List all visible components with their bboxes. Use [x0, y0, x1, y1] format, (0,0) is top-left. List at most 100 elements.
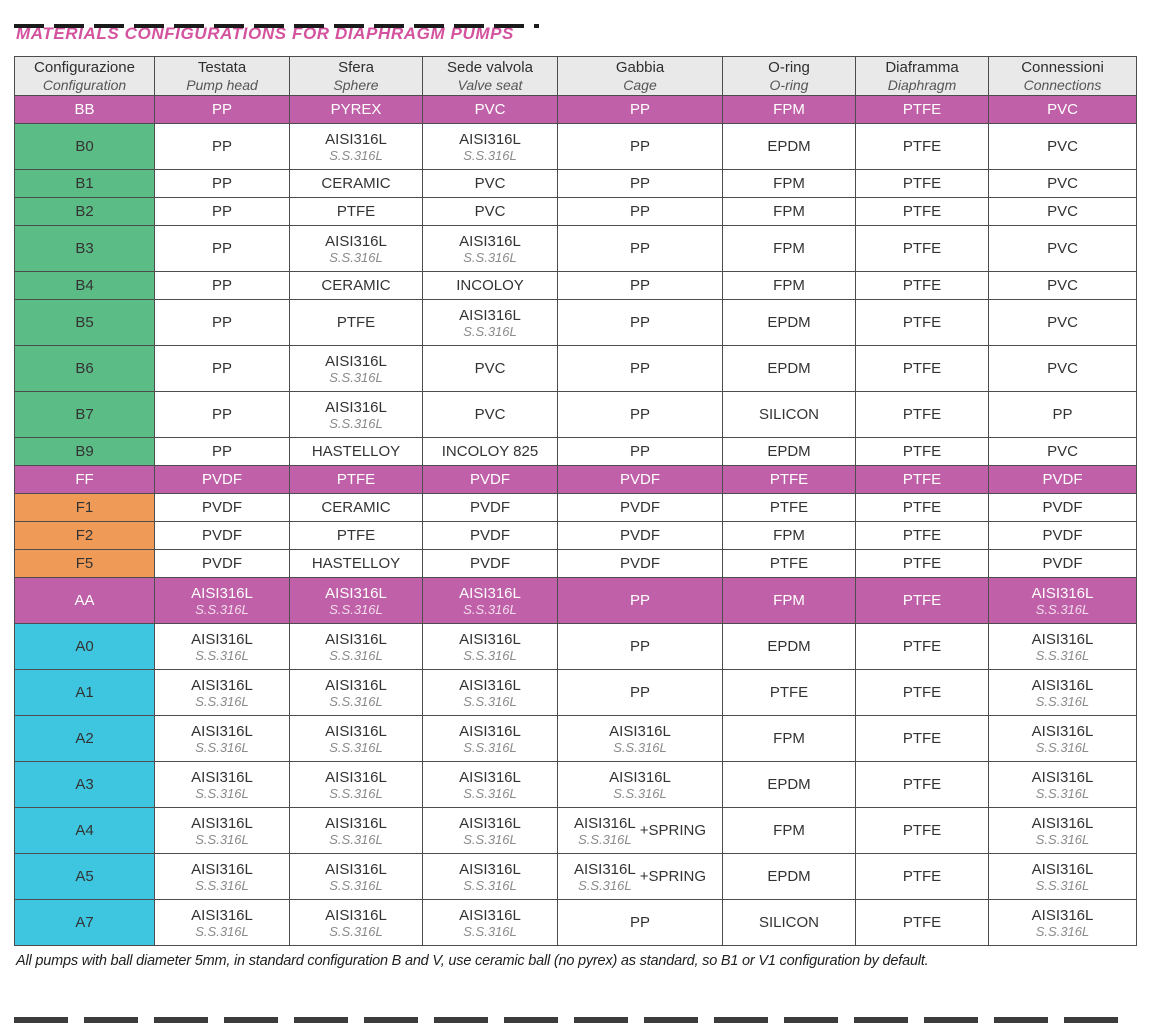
- table-cell: PP: [154, 391, 290, 439]
- header-row: Configurazione Configuration Testata Pump h…: [14, 55, 1137, 97]
- column-header: Testata Pump head: [154, 55, 290, 97]
- table-cell: SILICON: [722, 391, 856, 439]
- table-cell: PP: [557, 197, 723, 227]
- table-cell: PTFE: [855, 899, 989, 947]
- table-cell: PVC: [988, 345, 1137, 393]
- table-cell: EPDM: [722, 761, 856, 809]
- table-cell: AISI316L S.S.316L: [422, 807, 558, 855]
- table-row: B6 PP AISI316L S.S.316L PVC PP EPDM PTFE PVC: [14, 345, 1137, 393]
- table-cell: AISI316L S.S.316L: [289, 577, 423, 625]
- table-cell: PVDF: [557, 465, 723, 495]
- table-cell: PTFE: [855, 225, 989, 273]
- table-cell: PVC: [422, 95, 558, 125]
- table-cell: PTFE: [289, 299, 423, 347]
- table-cell: PTFE: [855, 549, 989, 579]
- column-header-it: Testata: [197, 59, 247, 76]
- table-cell: AISI316L S.S.316L: [289, 715, 423, 763]
- table-cell: PTFE: [855, 95, 989, 125]
- table-cell: AISI316L S.S.316L: [422, 577, 558, 625]
- column-header-it: Connessioni: [1021, 59, 1104, 76]
- table-cell: PTFE: [855, 623, 989, 671]
- table-cell: PTFE: [855, 669, 989, 717]
- table-cell: PTFE: [855, 521, 989, 551]
- config-code-cell: B2: [14, 197, 155, 227]
- table-cell: FPM: [722, 521, 856, 551]
- table-cell: AISI316L S.S.316L: [988, 899, 1137, 947]
- table-cell: PVDF: [557, 521, 723, 551]
- table-cell: PVDF: [422, 549, 558, 579]
- table-row: A1 AISI316L S.S.316L AISI316L S.S.316L AISI31…: [14, 669, 1137, 717]
- table-cell: PVC: [988, 197, 1137, 227]
- table-cell: EPDM: [722, 623, 856, 671]
- table-cell: AISI316L S.S.316L: [154, 807, 290, 855]
- table-cell: FPM: [722, 197, 856, 227]
- table-cell: AISI316L S.S.316L: [988, 623, 1137, 671]
- table-cell: FPM: [722, 169, 856, 199]
- table-cell: EPDM: [722, 437, 856, 467]
- config-code-cell: F1: [14, 493, 155, 523]
- table-cell: PVDF: [154, 493, 290, 523]
- config-code-cell: BB: [14, 95, 155, 125]
- table-cell: AISI316L S.S.316L: [557, 715, 723, 763]
- table-cell: PVC: [988, 225, 1137, 273]
- table-cell: INCOLOY: [422, 271, 558, 301]
- table-cell: PVC: [422, 345, 558, 393]
- table-cell: AISI316L S.S.316L: [154, 623, 290, 671]
- column-header-it: Sfera: [338, 59, 374, 76]
- table-row: A3 AISI316L S.S.316L AISI316L S.S.316L AISI31…: [14, 761, 1137, 809]
- table-cell: PYREX: [289, 95, 423, 125]
- table-cell: AISI316L S.S.316L: [422, 225, 558, 273]
- table-cell: PVDF: [988, 465, 1137, 495]
- column-header-en: Cage: [623, 76, 657, 93]
- table-cell: PVC: [422, 169, 558, 199]
- config-code-cell: A0: [14, 623, 155, 671]
- table-cell: AISI316L S.S.316L: [988, 853, 1137, 901]
- table-cell: PP: [154, 197, 290, 227]
- table-cell: CERAMIC: [289, 271, 423, 301]
- table-cell: PVC: [988, 95, 1137, 125]
- table-cell: AISI316L S.S.316L: [154, 669, 290, 717]
- table-cell: PP: [557, 95, 723, 125]
- column-header-it: Configurazione: [34, 59, 135, 76]
- table-cell: EPDM: [722, 345, 856, 393]
- table-cell: PVDF: [422, 465, 558, 495]
- table-cell: AISI316L S.S.316L: [988, 761, 1137, 809]
- table-cell: AISI316L S.S.316L: [289, 853, 423, 901]
- table-row: B0 PP AISI316L S.S.316L AISI316L S.S.316L PP EP…: [14, 123, 1137, 171]
- table-row: F1 PVDF CERAMIC PVDF PVDF PTFE PTFE PVDF: [14, 493, 1137, 523]
- table-cell: PTFE: [855, 271, 989, 301]
- column-header-it: Sede valvola: [447, 59, 533, 76]
- table-cell: AISI316L S.S.316L: [988, 577, 1137, 625]
- table-cell: PTFE: [289, 465, 423, 495]
- table-cell: PTFE: [722, 549, 856, 579]
- table-cell: PP: [557, 391, 723, 439]
- table-cell: AISI316L S.S.316L: [289, 391, 423, 439]
- table-cell: PP: [557, 169, 723, 199]
- table-cell: AISI316L S.S.316L: [289, 623, 423, 671]
- table-cell: PTFE: [722, 493, 856, 523]
- column-header: Sede valvola Valve seat: [422, 55, 558, 97]
- table-cell: FPM: [722, 225, 856, 273]
- table-cell: AISI316L S.S.316L: [154, 715, 290, 763]
- table-cell: PVDF: [422, 493, 558, 523]
- table-row: B2 PP PTFE PVC PP FPM PTFE PVC: [14, 197, 1137, 227]
- footnote: All pumps with ball diameter 5mm, in sta…: [16, 953, 929, 970]
- table-cell: AISI316L S.S.316L: [422, 853, 558, 901]
- config-code-cell: A1: [14, 669, 155, 717]
- table-cell: PP: [557, 899, 723, 947]
- table-cell: PP: [988, 391, 1137, 439]
- table-cell: AISI316L S.S.316L: [557, 761, 723, 809]
- table-cell: AISI316L S.S.316L: [154, 761, 290, 809]
- table-cell: PTFE: [855, 715, 989, 763]
- table-row: AA AISI316L S.S.316L AISI316L S.S.316L AISI31…: [14, 577, 1137, 625]
- table-cell: PVDF: [557, 493, 723, 523]
- column-header-it: Diaframma: [885, 59, 959, 76]
- table-cell: AISI316L S.S.316L +SPRING: [557, 853, 723, 901]
- table-cell: PVC: [422, 391, 558, 439]
- config-code-cell: B4: [14, 271, 155, 301]
- table-cell: PVC: [988, 299, 1137, 347]
- table-cell: PP: [154, 271, 290, 301]
- table-row: F5 PVDF HASTELLOY PVDF PVDF PTFE PTFE PVDF: [14, 549, 1137, 579]
- table-cell: PP: [154, 345, 290, 393]
- table-cell: PP: [154, 299, 290, 347]
